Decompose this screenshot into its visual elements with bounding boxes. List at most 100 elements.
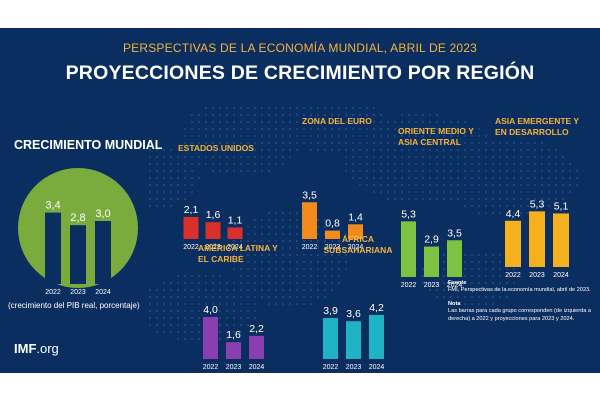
map-dot (414, 148, 418, 152)
map-dot (365, 176, 369, 180)
map-dot (295, 120, 299, 124)
map-dot (561, 169, 565, 173)
map-dot (288, 141, 292, 145)
map-dot (554, 148, 558, 152)
map-dot (239, 267, 243, 271)
bar (447, 240, 462, 277)
map-dot (491, 267, 495, 271)
map-dot (456, 169, 460, 173)
data-label: 3,9 (323, 305, 338, 317)
map-dot (232, 302, 236, 306)
map-dot (253, 274, 257, 278)
imf-logo-bold: IMF (14, 341, 37, 356)
map-dot (260, 267, 264, 271)
map-dot (211, 134, 215, 138)
map-dot (351, 134, 355, 138)
map-dot (246, 267, 250, 271)
map-dot (253, 141, 257, 145)
map-dot (190, 316, 194, 320)
map-dot (393, 190, 397, 194)
map-dot (316, 267, 320, 271)
map-dot (491, 176, 495, 180)
map-dot (386, 134, 390, 138)
map-dot (491, 211, 495, 215)
map-dot (246, 127, 250, 131)
map-dot (358, 120, 362, 124)
map-dot (218, 106, 222, 110)
map-dot (323, 120, 327, 124)
map-dot (288, 295, 292, 299)
map-dot (232, 106, 236, 110)
map-dot (519, 211, 523, 215)
map-dot (232, 134, 236, 138)
map-dot (407, 141, 411, 145)
map-dot (260, 274, 264, 278)
map-dot (470, 148, 474, 152)
tick-label: 2024 (95, 289, 111, 296)
map-dot (295, 113, 299, 117)
map-dot (295, 253, 299, 257)
map-dot (162, 176, 166, 180)
map-dot (519, 176, 523, 180)
map-dot (435, 113, 439, 117)
map-dot (176, 337, 180, 341)
map-dot (463, 204, 467, 208)
map-dot (267, 134, 271, 138)
map-dot (449, 183, 453, 187)
map-dot (540, 197, 544, 201)
map-dot (148, 302, 152, 306)
map-dot (288, 120, 292, 124)
map-dot (470, 190, 474, 194)
map-dot (225, 337, 229, 341)
map-dot (414, 183, 418, 187)
map-dot (316, 281, 320, 285)
map-dot (491, 281, 495, 285)
map-dot (218, 120, 222, 124)
map-dot (470, 253, 474, 257)
map-dot (337, 239, 341, 243)
map-dot (155, 155, 159, 159)
map-dot (288, 246, 292, 250)
map-dot (211, 120, 215, 124)
tick-label: 2023 (205, 244, 221, 251)
map-dot (239, 113, 243, 117)
map-dot (484, 211, 488, 215)
map-dot (505, 169, 509, 173)
map-dot (421, 190, 425, 194)
map-dot (372, 162, 376, 166)
map-dot (232, 155, 236, 159)
map-dot (155, 204, 159, 208)
map-dot (498, 197, 502, 201)
map-dot (435, 155, 439, 159)
map-dot (526, 176, 530, 180)
map-dot (344, 239, 348, 243)
map-dot (477, 169, 481, 173)
map-dot (512, 169, 516, 173)
map-dot (365, 169, 369, 173)
map-dot (323, 288, 327, 292)
map-dot (211, 148, 215, 152)
tick-label: 2024 (348, 244, 364, 251)
map-dot (155, 197, 159, 201)
map-dot (232, 316, 236, 320)
map-dot (477, 288, 481, 292)
map-dot (267, 239, 271, 243)
tick-label: 2024 (249, 364, 265, 371)
map-dot (218, 134, 222, 138)
bar-chart-svg: 3,9 2022 3,6 2023 4,2 2024 (323, 302, 385, 371)
map-dot (323, 106, 327, 110)
map-dot (449, 197, 453, 201)
map-dot (316, 106, 320, 110)
map-dot (484, 169, 488, 173)
map-dot (197, 113, 201, 117)
map-dot (386, 127, 390, 131)
map-dot (526, 197, 530, 201)
map-dot (183, 197, 187, 201)
map-dot (183, 323, 187, 327)
bar-chart-svg: 4,0 2022 1,6 2023 2,2 2024 (203, 304, 265, 371)
map-dot (533, 169, 537, 173)
map-dot (435, 183, 439, 187)
map-dot (449, 162, 453, 166)
map-dot (337, 281, 341, 285)
map-dot (309, 260, 313, 264)
